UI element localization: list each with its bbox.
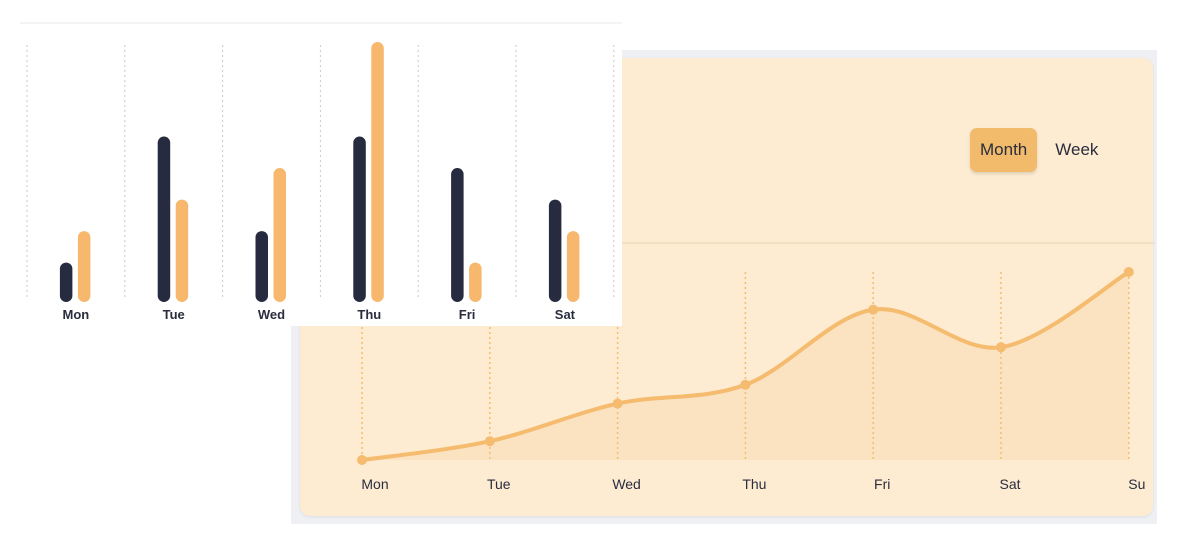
point-sat xyxy=(996,342,1006,353)
bar-chart-card: Mon Tue Wed Thu Fri Sat xyxy=(0,0,622,326)
bar-orange-sat xyxy=(566,231,580,302)
bar-orange-wed xyxy=(273,168,286,302)
month-button[interactable]: Month xyxy=(970,128,1038,172)
bar-tick-label: Sat xyxy=(555,307,576,322)
bar-tick-label: Tue xyxy=(163,307,185,322)
line-tick-label: Fri xyxy=(874,476,890,492)
period-toggle: Month Week xyxy=(970,128,1108,172)
bar-dark-mon xyxy=(59,262,73,302)
line-tick-label: Mon xyxy=(361,476,388,492)
bar-orange-mon xyxy=(77,231,91,302)
bar-dark-sat xyxy=(548,199,562,302)
bar-dark-tue xyxy=(157,136,171,302)
line-tick-label: Sat xyxy=(999,476,1020,492)
bar-tick-label: Wed xyxy=(258,307,285,322)
point-mon xyxy=(357,455,367,465)
point-su xyxy=(1123,267,1134,277)
bar-orange-fri xyxy=(469,262,482,302)
point-fri xyxy=(868,304,879,315)
line-tick-label: Tue xyxy=(487,476,511,492)
line-tick-label: Thu xyxy=(742,476,766,492)
line-tick-label: Su xyxy=(1128,476,1145,492)
bar-dark-thu xyxy=(353,136,366,302)
bar-tick-label: Fri xyxy=(459,307,476,322)
bar-tick-label: Thu xyxy=(357,307,381,322)
line-tick-label: Wed xyxy=(612,476,641,492)
point-wed xyxy=(612,398,623,409)
bar-orange-thu xyxy=(371,42,384,302)
week-button[interactable]: Week xyxy=(1055,140,1099,159)
bar-chart: Mon Tue Wed Thu Fri Sat xyxy=(20,22,622,322)
area-fill xyxy=(362,272,1129,460)
bar-orange-tue xyxy=(175,199,189,302)
point-tue xyxy=(484,436,495,447)
bar-dark-wed xyxy=(255,231,268,302)
bar-dark-fri xyxy=(451,168,464,302)
point-thu xyxy=(740,379,751,390)
bar-tick-label: Mon xyxy=(63,307,90,322)
